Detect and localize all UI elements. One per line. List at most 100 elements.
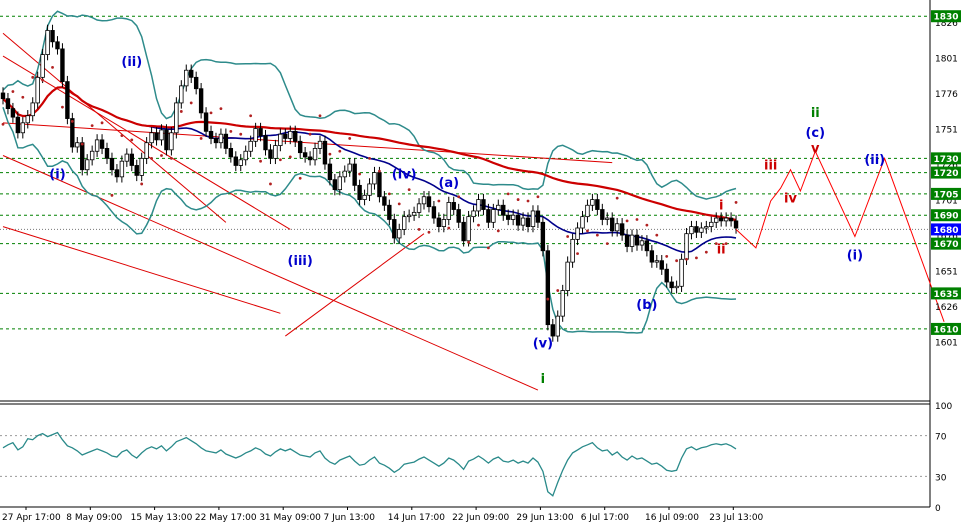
level-tag-label: 1690 (933, 212, 958, 222)
wave-label: iv (784, 191, 797, 206)
candle-body (426, 196, 432, 208)
time-tick-label: 22 Jun 09:00 (452, 513, 509, 523)
sar-dot (595, 233, 599, 237)
candle-body (20, 122, 26, 134)
sar-dot (467, 240, 470, 244)
candle-body (258, 128, 263, 137)
candle-body (94, 139, 100, 152)
candle-body (659, 260, 664, 270)
sar-dot (615, 196, 619, 200)
sar-dot (695, 256, 698, 260)
candle-body (476, 199, 481, 212)
sar-dot (219, 107, 223, 111)
sar-dot (457, 195, 461, 199)
candle-body (30, 102, 35, 117)
candle-body (560, 290, 565, 317)
candle-body (283, 133, 288, 139)
candle-body (124, 153, 130, 162)
candle-body (134, 165, 139, 176)
candle-body (689, 226, 694, 235)
time-tick-label: 15 May 13:00 (131, 513, 193, 523)
sar-dot (437, 199, 441, 203)
wave-label: (iv) (392, 167, 417, 182)
sar-dot (724, 242, 728, 246)
candle-body (129, 153, 134, 166)
sar-dot (397, 202, 401, 206)
time-tick-label: 16 Jul 09:00 (645, 513, 699, 523)
candle-body (377, 172, 382, 198)
candle-body (629, 234, 635, 247)
candle-body (40, 54, 45, 78)
candle-body (208, 130, 214, 139)
candle-body (392, 219, 397, 239)
candle-body (352, 163, 357, 186)
candle-body (491, 209, 496, 223)
level-tag (931, 166, 961, 179)
candle-body (416, 203, 422, 213)
bollinger-lower (2, 106, 737, 334)
sar-dot (338, 149, 342, 153)
wave-label: i (719, 199, 723, 214)
candle-body (481, 199, 486, 210)
candle-body (99, 139, 105, 149)
candle-body (154, 132, 159, 141)
time-tick-label: 27 Apr 17:00 (2, 513, 61, 523)
candle-body (80, 142, 85, 171)
candle-body (694, 226, 699, 233)
sar-dot (576, 252, 579, 255)
candle-body (228, 148, 234, 158)
wave-label: (b) (636, 298, 657, 313)
level-tag-label: 1670 (933, 240, 958, 250)
sar-dot (496, 229, 500, 233)
sar-dot (61, 105, 64, 109)
candle-body (65, 81, 70, 119)
sar-dot (31, 75, 35, 79)
rsi-line (2, 431, 737, 497)
candle-body (530, 210, 536, 227)
sar-dot (70, 120, 74, 123)
candle-body (89, 150, 95, 161)
candle-body (104, 148, 110, 159)
sar-dot (41, 78, 45, 82)
wave-label: (iii) (288, 254, 313, 269)
sar-dot (80, 142, 84, 146)
wave-label: ii (811, 106, 820, 121)
time-tick-label: 6 Jul 17:00 (581, 513, 630, 523)
time-tick-label: 8 May 09:00 (66, 513, 122, 523)
sar-dot (477, 223, 480, 227)
sar-dot (704, 250, 708, 254)
rsi-tick-label: 70 (935, 433, 947, 443)
rsi-tick-label: 30 (935, 473, 947, 483)
current-price-label: 1680 (933, 226, 958, 236)
level-tag (931, 152, 961, 165)
candle-body (144, 142, 149, 159)
candle-body (699, 227, 704, 233)
candle-body (5, 98, 11, 110)
sar-dot (11, 90, 15, 93)
candle-body (441, 219, 447, 227)
sar-dot (229, 129, 233, 133)
candle-body (55, 41, 60, 50)
candle-body (664, 268, 669, 283)
candle-body (471, 210, 476, 218)
candle-body (203, 112, 209, 132)
sar-dot (308, 132, 312, 136)
price-tick-label: 1826 (935, 19, 958, 29)
candle-body (674, 285, 679, 289)
sar-dot (625, 219, 629, 223)
candle-body (193, 76, 199, 90)
candle-body (634, 234, 640, 246)
sar-dot (170, 156, 173, 160)
time-tick-label: 7 Jun 13:00 (324, 513, 376, 523)
candle-body (461, 221, 466, 242)
sar-dot (100, 121, 104, 125)
candle-body (431, 206, 437, 219)
sar-dot (150, 156, 153, 160)
candle-body (169, 132, 174, 151)
sar-dot (645, 223, 649, 227)
sar-dot (407, 188, 411, 192)
sar-dot (566, 235, 570, 238)
candle-body (600, 209, 605, 220)
sar-dot (447, 226, 451, 230)
candle-body (614, 223, 620, 232)
